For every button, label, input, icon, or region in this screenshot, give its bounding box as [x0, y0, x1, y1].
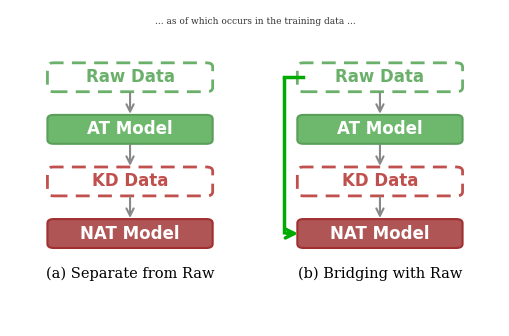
FancyBboxPatch shape — [297, 115, 462, 144]
Text: NAT Model: NAT Model — [80, 224, 180, 243]
FancyBboxPatch shape — [47, 219, 212, 248]
Text: NAT Model: NAT Model — [329, 224, 429, 243]
Text: KD Data: KD Data — [92, 172, 168, 191]
Text: (a) Separate from Raw: (a) Separate from Raw — [46, 267, 214, 281]
Text: Raw Data: Raw Data — [335, 68, 423, 86]
FancyBboxPatch shape — [297, 167, 462, 196]
Text: AT Model: AT Model — [336, 120, 422, 138]
Text: Raw Data: Raw Data — [86, 68, 174, 86]
Text: KD Data: KD Data — [341, 172, 417, 191]
Text: (b) Bridging with Raw: (b) Bridging with Raw — [297, 267, 461, 281]
FancyBboxPatch shape — [47, 63, 212, 92]
FancyBboxPatch shape — [47, 115, 212, 144]
Text: ... as of which occurs in the training data ...: ... as of which occurs in the training d… — [154, 17, 355, 26]
FancyBboxPatch shape — [297, 219, 462, 248]
FancyBboxPatch shape — [297, 63, 462, 92]
FancyBboxPatch shape — [47, 167, 212, 196]
Text: AT Model: AT Model — [87, 120, 173, 138]
